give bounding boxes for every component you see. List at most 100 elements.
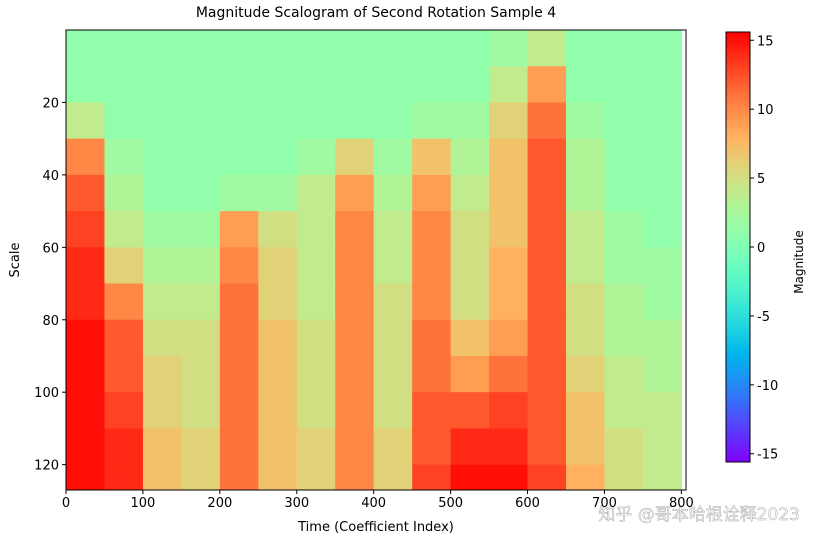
heatmap-cell: [450, 30, 490, 67]
x-tick-label: 500: [438, 496, 463, 511]
heatmap-cell: [489, 464, 529, 490]
heatmap-cell: [296, 428, 336, 466]
heatmap-cell: [181, 30, 221, 67]
heatmap-cell: [258, 464, 298, 490]
heatmap-cell: [373, 174, 413, 212]
y-tick-label: 20: [42, 96, 59, 111]
heatmap-cell: [142, 138, 182, 176]
heatmap-cell: [604, 464, 644, 490]
heatmap-cell: [104, 392, 144, 429]
heatmap-cell: [181, 428, 221, 466]
heatmap-cell: [258, 392, 298, 429]
heatmap-cell: [604, 319, 644, 357]
heatmap-cell: [142, 30, 182, 67]
heatmap-cell: [104, 30, 144, 67]
watermark: 知乎 @哥本哈根诠释2023: [598, 505, 800, 525]
heatmap-cell: [335, 66, 375, 103]
heatmap-cell: [104, 66, 144, 103]
heatmap-cell: [642, 428, 682, 466]
heatmap-cell: [642, 102, 682, 140]
heatmap-cell: [489, 319, 529, 357]
heatmap-cell: [489, 283, 529, 321]
heatmap-cell: [450, 464, 490, 490]
heatmap-cell: [104, 138, 144, 176]
heatmap-cell: [373, 319, 413, 357]
heatmap-cell: [527, 392, 567, 429]
heatmap-cell: [489, 102, 529, 140]
heatmap-cell: [258, 30, 298, 67]
heatmap-cell: [527, 319, 567, 357]
heatmap-cell: [335, 138, 375, 176]
heatmap-cell: [181, 211, 221, 248]
colorbar-tick-label: -15: [757, 448, 778, 463]
heatmap-cell: [181, 283, 221, 321]
heatmap-cell: [489, 66, 529, 103]
heatmap-cell: [66, 102, 105, 140]
heatmap-cell: [335, 392, 375, 429]
heatmap-cell: [566, 66, 605, 103]
heatmap-cell: [219, 174, 259, 212]
heatmap-cell: [296, 319, 336, 357]
heatmap-cell: [566, 211, 605, 248]
heatmap-cell: [450, 174, 490, 212]
x-tick-label: 300: [284, 496, 309, 511]
heatmap-cell: [450, 428, 490, 466]
heatmap-cell: [142, 211, 182, 248]
heatmap-cell: [489, 30, 529, 67]
heatmap-cell: [450, 247, 490, 285]
heatmap-cell: [527, 283, 567, 321]
heatmap-cell: [642, 66, 682, 103]
heatmap-cell: [219, 211, 259, 248]
heatmap-cell: [296, 464, 336, 490]
heatmap-cell: [373, 355, 413, 393]
heatmap-cell: [412, 355, 452, 393]
heatmap-cell: [412, 392, 452, 429]
heatmap-cell: [450, 66, 490, 103]
heatmap-cell: [296, 66, 336, 103]
heatmap-cell: [489, 247, 529, 285]
heatmap-cell: [181, 66, 221, 103]
heatmap-cell: [335, 102, 375, 140]
heatmap-cell: [373, 102, 413, 140]
heatmap-cell: [412, 30, 452, 67]
heatmap-cell: [527, 247, 567, 285]
heatmap-cell: [142, 247, 182, 285]
colorbar-tick-label: -10: [757, 379, 778, 394]
heatmap-cell: [335, 355, 375, 393]
heatmap-cell: [296, 355, 336, 393]
heatmap-cell: [258, 247, 298, 285]
heatmap-cell: [296, 174, 336, 212]
heatmap-cell: [142, 319, 182, 357]
x-tick-label: 600: [515, 496, 540, 511]
heatmap-cell: [335, 319, 375, 357]
heatmap-cell: [527, 66, 567, 103]
heatmap-cell: [258, 211, 298, 248]
colorbar-tick-label: 5: [757, 172, 765, 187]
x-axis-label: Time (Coefficient Index): [297, 520, 454, 535]
heatmap-cell: [642, 392, 682, 429]
y-tick-label: 80: [42, 314, 59, 329]
heatmap-cell: [66, 283, 105, 321]
colorbar-tick-label: -5: [757, 310, 770, 325]
y-axis-label: Scale: [8, 243, 23, 278]
plot-frame: [65, 29, 687, 491]
heatmap-cell: [181, 355, 221, 393]
heatmap-cell: [373, 464, 413, 490]
chart-title: Magnitude Scalogram of Second Rotation S…: [196, 5, 556, 21]
heatmap-cell: [258, 355, 298, 393]
heatmap-cell: [412, 174, 452, 212]
colorbar-label: Magnitude: [792, 230, 806, 294]
heatmap-cell: [489, 355, 529, 393]
heatmap-cell: [373, 283, 413, 321]
heatmap-cell: [142, 355, 182, 393]
heatmap-cell: [219, 247, 259, 285]
colorbar-tick-label: 15: [757, 34, 774, 49]
heatmap-cell: [450, 283, 490, 321]
heatmap-cell: [296, 211, 336, 248]
x-tick-label: 700: [592, 496, 617, 511]
heatmap-cell: [181, 319, 221, 357]
heatmap-cell: [219, 355, 259, 393]
heatmap-cell: [604, 283, 644, 321]
heatmap-cell: [258, 428, 298, 466]
